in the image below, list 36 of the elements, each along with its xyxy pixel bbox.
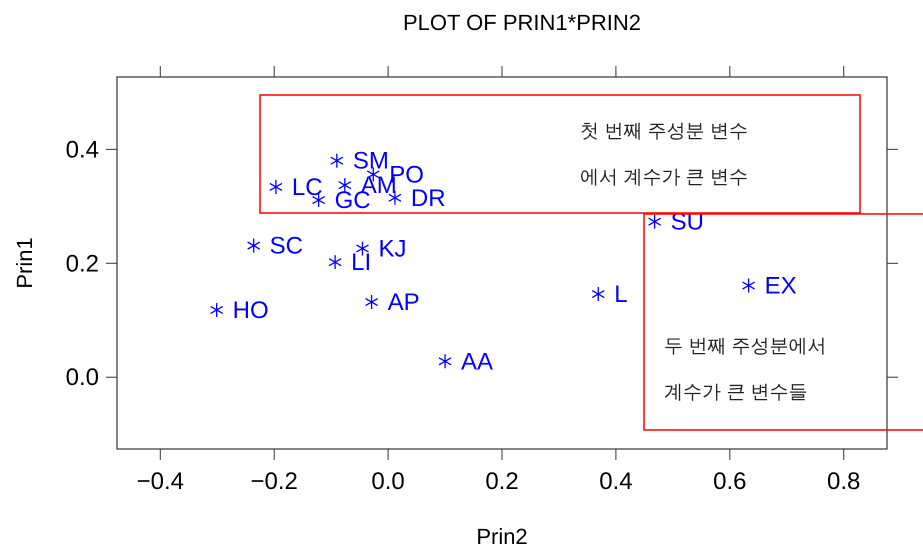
x-tick-label: 0.0 [371,468,405,495]
x-axis-title: Prin2 [476,524,528,549]
data-label: HO [232,297,269,324]
x-tick-label: 0.4 [599,468,633,495]
point [269,179,283,195]
data-label: LI [351,249,372,276]
data-label: L [614,281,628,308]
data-label: EX [764,272,797,300]
text: 첫 번째 주성분 변수 에서 계수가 큰 변수 [580,121,748,188]
chart-title: PLOT OF PRIN1*PRIN2 [403,10,641,35]
data-label: AP [388,289,420,316]
point [742,278,756,294]
data-label: KJ [378,235,406,262]
x-tick-label: −0.4 [136,468,184,495]
y-tick-label: 0.2 [66,250,99,278]
x-tick-label: 0.6 [713,468,746,495]
data-label: SC [270,232,304,260]
x-tick-label: −0.2 [250,468,298,495]
y-tick-label: 0.4 [66,136,99,164]
point [438,354,452,369]
point [330,153,344,168]
y-tick-label: 0.0 [66,364,99,392]
point [210,302,224,318]
x-tick-label: 0.2 [485,468,519,495]
x-tick-label: 0.8 [827,468,860,495]
point [592,286,605,302]
data-label: DR [410,184,446,212]
data-label: LC [292,174,323,201]
point [364,294,378,310]
point [246,238,260,254]
text: 두 번째 주성분에서 계수가 큰 변수들 [664,336,827,403]
point [648,214,662,230]
data-label: AA [461,348,494,376]
data-label: SM [352,148,389,175]
y-axis-title: Prin1 [12,237,37,289]
point [328,254,342,270]
